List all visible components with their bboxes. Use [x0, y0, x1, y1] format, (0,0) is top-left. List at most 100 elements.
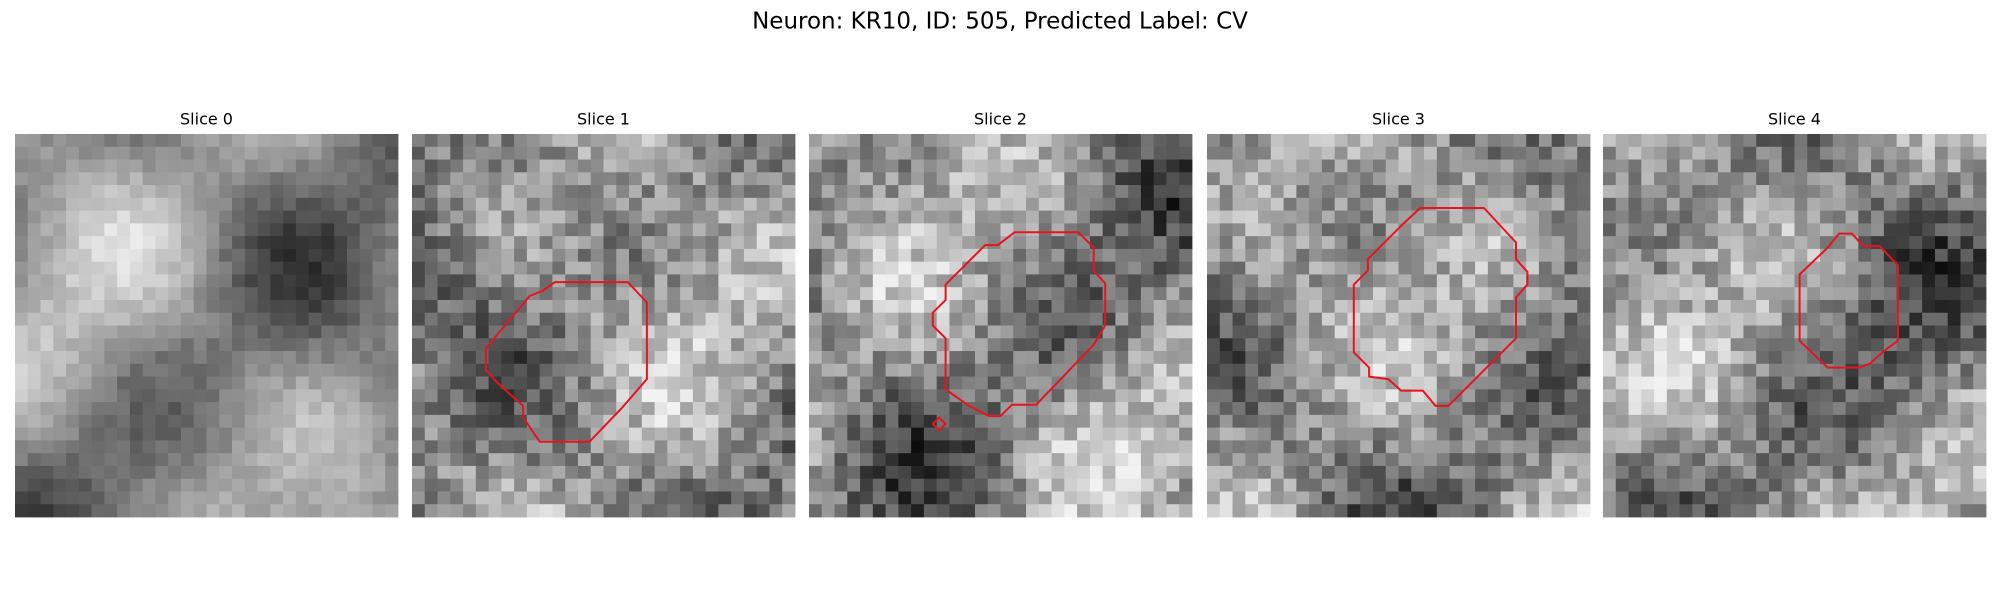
pixel	[1258, 312, 1272, 326]
pixel	[1411, 440, 1425, 454]
pixel	[1641, 185, 1655, 199]
pixel	[769, 453, 783, 467]
pixel	[437, 363, 451, 377]
pixel	[667, 274, 681, 288]
pixel	[872, 248, 886, 263]
pixel	[53, 402, 67, 416]
pixel	[295, 325, 310, 339]
pixel	[244, 402, 258, 416]
pixel	[1179, 223, 1193, 237]
pixel	[1947, 159, 1961, 173]
pixel	[501, 172, 515, 186]
pixel	[1654, 146, 1668, 160]
pixel	[1296, 453, 1310, 467]
pixel	[1781, 427, 1795, 441]
pixel	[1128, 427, 1142, 441]
pixel	[1038, 363, 1052, 377]
pixel	[1743, 185, 1757, 199]
pixel	[1871, 210, 1885, 224]
pixel	[590, 261, 604, 275]
pixel	[1922, 440, 1936, 454]
pixel	[1922, 248, 1936, 263]
pixel	[923, 185, 938, 199]
pixel	[1896, 223, 1910, 237]
pixel	[1973, 389, 1987, 403]
pixel	[1115, 287, 1129, 301]
pixel	[78, 440, 92, 454]
pixel	[1858, 210, 1872, 224]
pixel	[654, 478, 668, 492]
pixel	[117, 261, 131, 275]
pixel	[1026, 478, 1040, 492]
pixel	[270, 261, 284, 275]
pixel	[1166, 414, 1180, 429]
pixel	[1947, 504, 1961, 518]
pixel	[539, 491, 553, 505]
pixel	[1309, 236, 1323, 250]
pixel	[923, 440, 938, 454]
pixel	[1026, 351, 1040, 365]
pixel	[1026, 325, 1040, 339]
pixel	[1064, 402, 1078, 416]
pixel	[1551, 299, 1565, 314]
pixel	[1641, 134, 1655, 148]
pixel	[1960, 363, 1974, 377]
pixel	[860, 172, 874, 186]
pixel	[1140, 274, 1155, 288]
pixel	[1756, 146, 1770, 160]
pixel	[295, 363, 310, 377]
pixel	[104, 465, 118, 480]
pixel	[1411, 351, 1425, 365]
pixel	[1283, 440, 1297, 454]
pixel	[936, 134, 950, 148]
pixel	[1973, 363, 1987, 377]
pixel	[437, 236, 451, 250]
pixel	[1283, 414, 1297, 429]
pixel	[295, 172, 310, 186]
pixel	[1858, 312, 1872, 326]
pixel	[1730, 210, 1744, 224]
pixel	[1756, 440, 1770, 454]
pixel	[1424, 376, 1438, 390]
pixel	[1411, 185, 1425, 199]
pixel	[911, 146, 925, 160]
pixel	[1153, 478, 1167, 492]
pixel	[1960, 261, 1974, 275]
pixel	[1538, 274, 1553, 288]
pixel	[577, 261, 592, 275]
pixel	[1283, 287, 1297, 301]
pixel	[1449, 402, 1463, 416]
pixel	[1462, 376, 1476, 390]
pixel	[1102, 440, 1116, 454]
pixel	[1564, 453, 1578, 467]
pixel	[680, 453, 694, 467]
pixel	[552, 414, 566, 429]
pixel	[1577, 427, 1591, 441]
pixel	[949, 287, 963, 301]
pixel	[334, 363, 348, 377]
pixel	[450, 453, 464, 467]
pixel	[1232, 338, 1246, 352]
pixel	[450, 414, 464, 429]
pixel	[1960, 274, 1974, 288]
pixel	[885, 299, 899, 314]
pixel	[1487, 248, 1502, 263]
pixel	[1858, 287, 1872, 301]
pixel	[1883, 440, 1898, 454]
pixel	[1768, 465, 1783, 480]
pixel	[1462, 248, 1476, 263]
pixel	[1679, 504, 1693, 518]
pixel	[1000, 465, 1014, 480]
pixel	[193, 453, 207, 467]
pixel	[501, 236, 515, 250]
pixel	[1603, 299, 1617, 314]
pixel	[155, 491, 169, 505]
pixel	[1871, 185, 1885, 199]
pixel	[1781, 172, 1795, 186]
pixel	[821, 197, 835, 211]
pixel	[40, 134, 54, 148]
pixel	[1628, 197, 1642, 211]
pixel	[1781, 287, 1795, 301]
pixel	[1372, 312, 1387, 326]
pixel	[962, 414, 976, 429]
